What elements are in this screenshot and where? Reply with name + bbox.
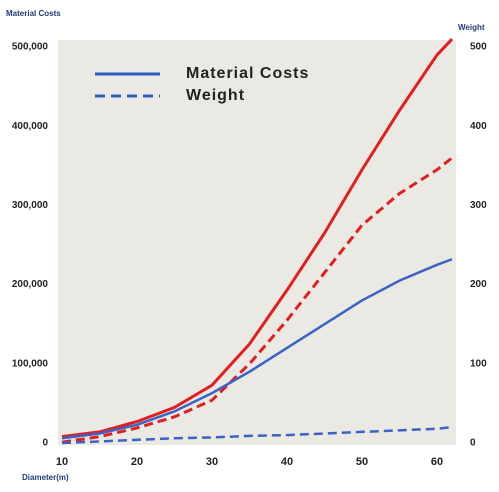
y-tick-label: 500,000 [12, 42, 49, 53]
y-axis-label: Material Costs [6, 9, 61, 18]
y-tick-label: 100,000 [12, 358, 49, 369]
series-line [61, 425, 453, 445]
y2-tick-label: 400 [470, 121, 487, 132]
y2-tick-label: 100 [470, 358, 487, 369]
y2-tick-label: 300 [470, 200, 487, 211]
x-tick-label: 40 [281, 456, 293, 468]
y2-tick-label: 500 [470, 42, 487, 53]
plot-background [58, 40, 456, 445]
x-tick-label: 30 [206, 456, 218, 468]
series-line [61, 38, 454, 439]
y2-axis-label: Weight [458, 23, 485, 32]
y-tick-label: 400,000 [12, 121, 49, 132]
y-tick-label: 300,000 [12, 200, 49, 211]
x-tick-label: 10 [56, 456, 68, 468]
series-line [61, 258, 453, 440]
x-axis-label: Diameter(m) [22, 473, 69, 482]
legend-label: Weight [186, 87, 245, 104]
y2-tick-label: 200 [470, 279, 487, 290]
legend-label: Material Costs [186, 65, 309, 82]
y-tick-label: 0 [42, 438, 48, 449]
y-tick-label: 200,000 [12, 279, 49, 290]
y2-tick-label: 0 [470, 438, 476, 449]
x-tick-label: 20 [131, 456, 143, 468]
x-tick-label: 60 [431, 456, 443, 468]
x-tick-label: 50 [356, 456, 368, 468]
